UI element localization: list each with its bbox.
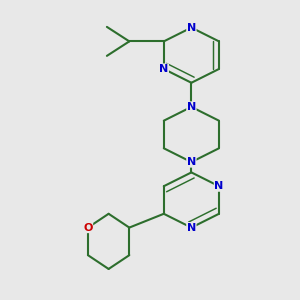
- Text: O: O: [83, 223, 93, 232]
- Text: N: N: [187, 22, 196, 33]
- Text: N: N: [214, 181, 224, 191]
- Text: N: N: [187, 223, 196, 232]
- Text: N: N: [159, 64, 168, 74]
- Text: N: N: [187, 157, 196, 167]
- Text: N: N: [187, 102, 196, 112]
